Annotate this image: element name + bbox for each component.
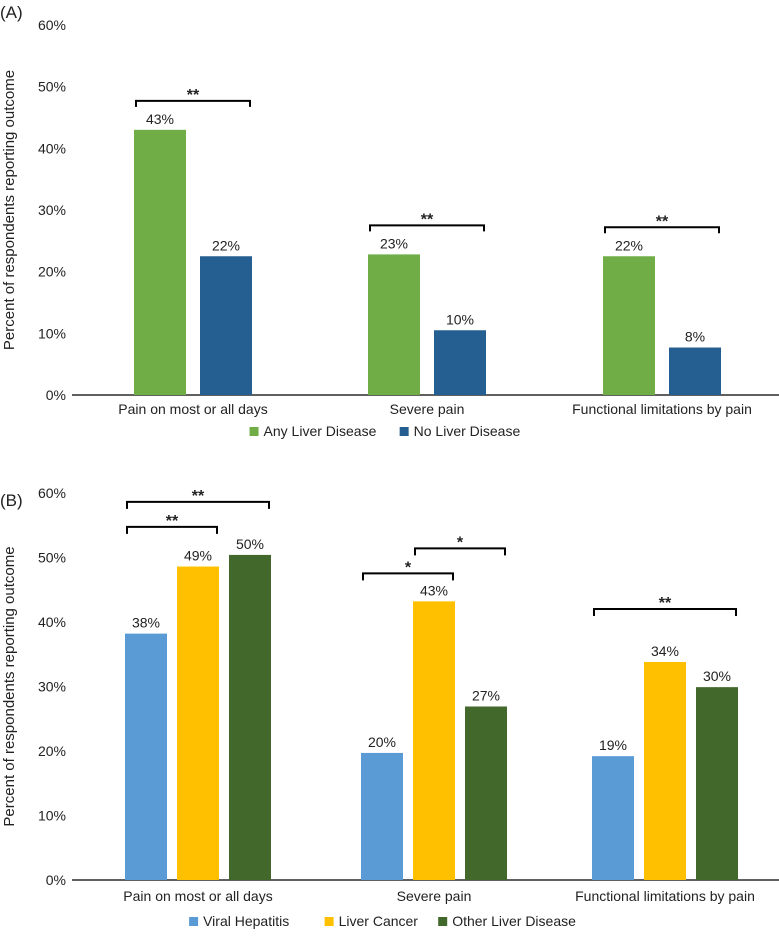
panel-b-significance-marker: * bbox=[457, 534, 464, 551]
panel-a-bar bbox=[134, 129, 186, 396]
panel-a-legend-entry: Any Liver Disease bbox=[264, 423, 377, 439]
panel-a-data-label: 22% bbox=[212, 237, 240, 253]
panel-a-ytick-label: 60% bbox=[38, 17, 66, 33]
panel-a-bar bbox=[434, 330, 486, 395]
panel-a-significance-bracket bbox=[135, 99, 251, 107]
panel-b-data-label: 19% bbox=[599, 737, 627, 753]
panel-a-significance-bracket bbox=[604, 226, 720, 234]
panel-b-ytick-label: 40% bbox=[38, 614, 66, 630]
panel-b-legend-swatch bbox=[438, 917, 448, 926]
panel-b-significance-marker: ** bbox=[192, 488, 205, 505]
panel-a-category-label: Pain on most or all days bbox=[118, 401, 267, 417]
panel-a-ytick-label: 20% bbox=[38, 264, 66, 280]
panel-b-ytick-label: 10% bbox=[38, 808, 66, 824]
panel-b-data-label: 34% bbox=[651, 643, 679, 659]
panel-a-data-label: 43% bbox=[146, 111, 174, 127]
panel-b-legend-swatch bbox=[324, 917, 334, 926]
panel-b-ytick-label: 30% bbox=[38, 679, 66, 695]
panel-b-significance-bracket bbox=[593, 607, 737, 616]
panel-b-significance-marker: ** bbox=[659, 595, 672, 612]
panel-b-legend-entry: Liver Cancer bbox=[339, 913, 419, 929]
panel-a-data-label: 10% bbox=[446, 311, 474, 327]
panel-a-significance-marker: ** bbox=[421, 211, 434, 228]
panel-b-data-label: 43% bbox=[420, 582, 448, 598]
panel-b-category-label: Functional limitations by pain bbox=[575, 888, 755, 904]
panel-a-bar bbox=[200, 256, 252, 395]
panel-a-legend-entry: No Liver Disease bbox=[414, 423, 521, 439]
panel-b-legend-entry: Viral Hepatitis bbox=[203, 913, 289, 929]
panel-b-ytick-label: 0% bbox=[46, 872, 66, 888]
panel-b-bar bbox=[465, 706, 507, 880]
panel-a-bar bbox=[603, 256, 655, 395]
panel-a-ytick-label: 30% bbox=[38, 202, 66, 218]
panel-a-ytick-label: 0% bbox=[46, 387, 66, 403]
panel-b-category-label: Severe pain bbox=[397, 888, 472, 904]
panel-b-data-label: 27% bbox=[472, 687, 500, 703]
panel-b-data-label: 30% bbox=[703, 668, 731, 684]
panel-b-significance-bracket bbox=[126, 525, 218, 534]
panel-b-data-label: 38% bbox=[132, 615, 160, 631]
panel-a-data-label: 22% bbox=[615, 237, 643, 253]
panel-a-ytick-label: 50% bbox=[38, 79, 66, 95]
panel-b-data-label: 50% bbox=[236, 536, 264, 552]
panel-a-ytick-label: 10% bbox=[38, 325, 66, 341]
panel-b-ytick-label: 20% bbox=[38, 743, 66, 759]
panel-a-category-label: Severe pain bbox=[390, 401, 465, 417]
panel-a-label: (A) bbox=[0, 3, 23, 22]
panel-b-legend-entry: Other Liver Disease bbox=[452, 913, 576, 929]
panel-a-category-label: Functional limitations by pain bbox=[572, 401, 752, 417]
panel-b-bar bbox=[696, 687, 738, 880]
panel-b-bar bbox=[229, 554, 271, 880]
panel-b-bar bbox=[413, 601, 455, 880]
panel-b-data-label: 49% bbox=[184, 548, 212, 564]
panel-b-bar bbox=[361, 752, 403, 880]
panel-b-data-label: 20% bbox=[368, 734, 396, 750]
panel-a-ytick-label: 40% bbox=[38, 140, 66, 156]
panel-b-bar bbox=[177, 566, 219, 880]
panel-b-significance-bracket bbox=[362, 572, 454, 581]
panel-a-bar bbox=[669, 347, 721, 395]
panel-b-bar bbox=[592, 756, 634, 880]
panel-b-ytick-label: 60% bbox=[38, 485, 66, 501]
panel-a-legend-swatch bbox=[399, 427, 409, 436]
panel-a-data-label: 23% bbox=[380, 235, 408, 251]
panel-b-legend-swatch bbox=[189, 917, 199, 926]
panel-a-bar bbox=[368, 254, 420, 395]
panel-b-significance-bracket bbox=[126, 500, 270, 509]
panel-b-y-axis-title: Percent of respondents reporting outcome bbox=[1, 546, 18, 826]
panel-a-y-axis-title: Percent of respondents reporting outcome bbox=[1, 70, 18, 350]
panel-a-significance-marker: ** bbox=[656, 213, 669, 230]
panel-b-category-label: Pain on most or all days bbox=[123, 888, 272, 904]
panel-b-significance-marker: * bbox=[405, 559, 412, 576]
panel-a-data-label: 8% bbox=[685, 329, 705, 345]
panel-b-bar bbox=[125, 633, 167, 880]
panel-b-significance-bracket bbox=[414, 547, 506, 556]
panel-a-significance-bracket bbox=[369, 224, 485, 232]
panel-b-label: (B) bbox=[0, 491, 23, 510]
panel-a-legend-swatch bbox=[249, 427, 259, 436]
panel-b-ytick-label: 50% bbox=[38, 550, 66, 566]
panel-b-significance-marker: ** bbox=[166, 513, 179, 530]
panel-a-significance-marker: ** bbox=[187, 87, 200, 104]
panel-b-bar bbox=[644, 661, 686, 880]
